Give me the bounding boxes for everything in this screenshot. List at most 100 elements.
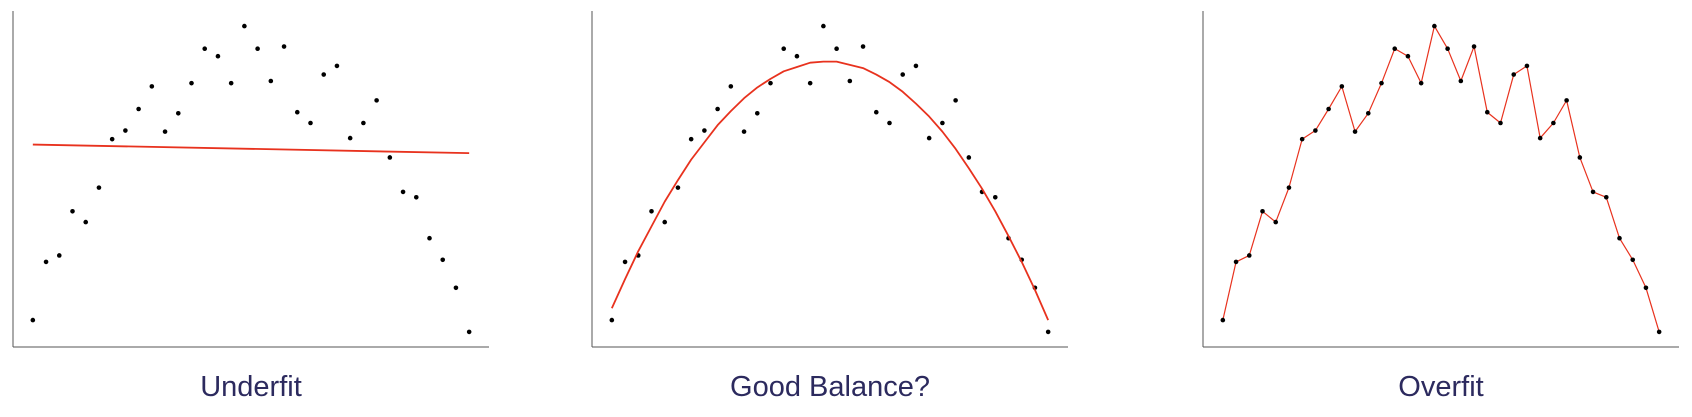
data-point [1313,128,1318,133]
data-point [321,72,327,77]
data-point [873,109,879,115]
data-point [887,120,892,126]
data-point [860,44,866,49]
data-point [1220,317,1226,323]
data-point [255,46,260,51]
data-point [1339,84,1345,89]
chart-title: Good Balance? [730,371,930,403]
data-point [900,72,906,77]
data-point [1432,23,1437,29]
data-point [294,109,300,115]
data-point [953,98,958,103]
data-point [83,219,89,225]
data-point [162,129,168,134]
data-point [1537,135,1543,141]
data-point [1045,329,1051,335]
data-point [1643,285,1649,291]
data-point [387,155,393,160]
data-point [847,78,853,84]
data-point [96,185,102,190]
chart-title: Overfit [1398,371,1483,403]
data-point [688,136,694,142]
data-point [1246,253,1252,258]
data-point [1484,109,1490,115]
data-point [281,44,287,49]
data-point [1233,259,1239,265]
data-point [175,111,181,116]
data-point [1590,189,1596,195]
data-point [1326,106,1331,112]
data-point [1392,46,1398,51]
data-point [794,53,800,59]
data-point [754,111,760,116]
fit-line [1222,25,1660,333]
data-point [1273,219,1279,225]
data-point [109,136,115,142]
data-point [334,63,340,69]
data-point [913,63,919,69]
data-point [1458,78,1464,84]
data-point [1511,72,1517,77]
data-point [70,209,75,214]
panel: Overfit [1202,11,1679,403]
data-point [453,285,459,291]
data-point [1471,44,1477,49]
data-point [807,80,813,86]
data-point [1577,155,1583,160]
data-point [149,84,155,89]
data-point [649,209,654,214]
data-point [1418,80,1424,86]
data-point [440,257,446,263]
data-point [1630,257,1636,263]
data-point [1617,235,1622,241]
data-point [361,120,366,126]
data-point [268,78,274,84]
data-point [1551,120,1556,126]
data-point [834,46,839,51]
data-point [1299,136,1305,142]
data-point [1524,63,1530,69]
data-point [702,128,707,133]
fit-line [611,60,1049,321]
data-point [215,53,221,59]
data-point [1379,80,1384,86]
data-point [992,195,998,200]
data-point [940,120,945,126]
data-point [347,135,353,141]
data-point [123,128,128,133]
data-point [308,120,313,126]
data-point [1656,329,1662,335]
data-point [821,23,826,29]
panel: Underfit [12,11,489,403]
chart-title: Underfit [200,371,302,403]
data-point [728,84,734,89]
data-point [1564,98,1569,103]
data-point [1260,209,1265,214]
data-point [622,259,628,265]
data-point [30,317,36,323]
data-point [228,80,234,86]
data-point [56,253,62,258]
data-point [466,329,472,335]
data-point [1286,185,1292,190]
data-point [427,235,432,241]
panel: Good Balance? [591,11,1068,403]
data-point [662,219,668,225]
data-point [413,195,419,200]
data-point [43,259,49,265]
data-point [926,135,932,141]
data-point [189,80,194,86]
data-point [966,155,972,160]
data-point [1352,129,1358,134]
data-point [242,23,247,29]
data-point [609,317,615,323]
data-point [715,106,720,112]
data-point [400,189,406,195]
data-point [136,106,141,112]
data-point [1498,120,1503,126]
data-point [374,98,379,103]
data-point [1445,46,1450,51]
data-point [202,46,208,51]
data-point [1405,53,1411,59]
